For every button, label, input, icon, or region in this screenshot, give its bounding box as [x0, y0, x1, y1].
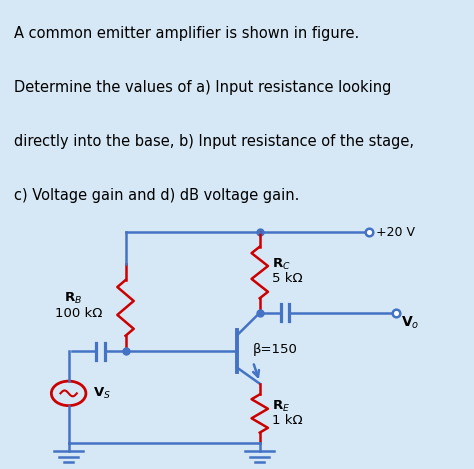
Text: c) Voltage gain and d) dB voltage gain.: c) Voltage gain and d) dB voltage gain.: [14, 188, 300, 203]
Text: directly into the base, b) Input resistance of the stage,: directly into the base, b) Input resista…: [14, 134, 414, 149]
Text: R$_B$: R$_B$: [64, 291, 82, 306]
Text: 1 kΩ: 1 kΩ: [272, 414, 303, 427]
Text: R$_C$: R$_C$: [272, 257, 291, 272]
Text: β=150: β=150: [253, 343, 298, 356]
Text: +20 V: +20 V: [376, 226, 415, 239]
Text: Determine the values of a) Input resistance looking: Determine the values of a) Input resista…: [14, 80, 392, 95]
Text: R$_E$: R$_E$: [272, 399, 290, 414]
Text: V$_o$: V$_o$: [401, 314, 419, 331]
Text: A common emitter amplifier is shown in figure.: A common emitter amplifier is shown in f…: [14, 26, 359, 41]
Text: 5 kΩ: 5 kΩ: [272, 272, 303, 286]
Text: 100 kΩ: 100 kΩ: [55, 307, 102, 320]
Text: V$_S$: V$_S$: [93, 386, 111, 401]
